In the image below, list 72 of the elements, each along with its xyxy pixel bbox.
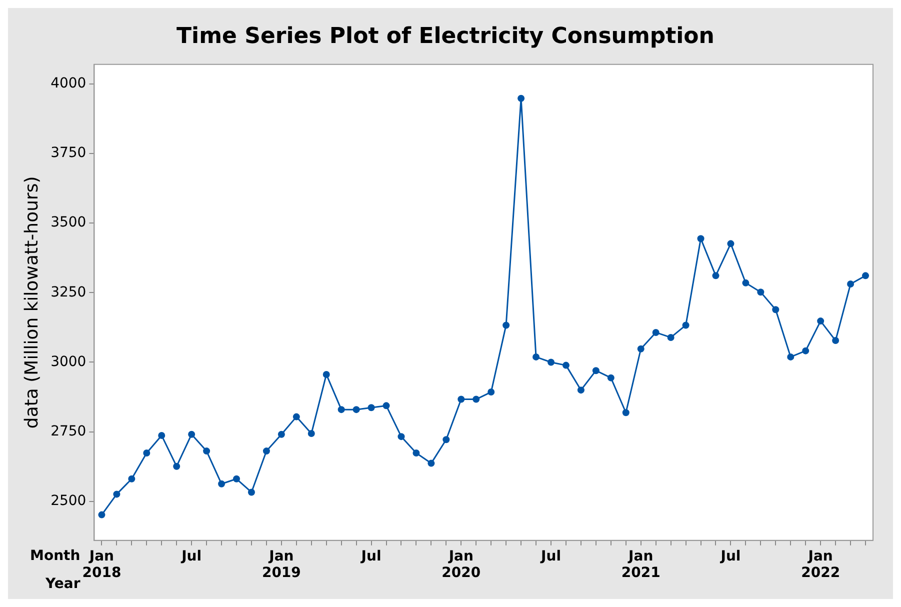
point — [712, 272, 720, 280]
x-tick-label: Jul — [540, 548, 561, 564]
point — [262, 448, 270, 455]
point — [652, 328, 660, 336]
point — [488, 388, 495, 396]
point — [787, 353, 794, 360]
text: Month — [30, 548, 80, 564]
x-tick-label: Jul — [720, 548, 741, 564]
x-tick-label: Jan 2019 — [262, 548, 301, 582]
point — [472, 396, 480, 403]
point — [832, 337, 840, 344]
point — [727, 240, 734, 248]
point — [442, 436, 450, 444]
point — [338, 406, 345, 414]
x-tick-label: Jul — [360, 548, 382, 564]
point — [562, 362, 570, 369]
point — [308, 430, 315, 438]
x-tick-label: Jan 2022 — [801, 548, 840, 582]
point — [143, 449, 150, 456]
point — [398, 433, 405, 440]
point — [532, 353, 540, 360]
point — [278, 430, 285, 438]
point — [173, 462, 180, 470]
point — [98, 511, 106, 518]
point — [697, 235, 704, 242]
x-tick-label: Jan 2020 — [442, 548, 481, 582]
chart-title: Time Series Plot of Electricity Consumption — [176, 24, 714, 49]
point — [802, 347, 810, 354]
point — [322, 370, 330, 378]
point — [592, 367, 600, 374]
point — [772, 306, 780, 314]
y-axis-title: data (Million kilowatt-hours) — [21, 176, 42, 429]
y-tick-label: 2750 — [50, 423, 86, 440]
point — [502, 322, 510, 329]
point — [188, 430, 196, 438]
y-tick-label: 3000 — [50, 354, 86, 370]
point — [218, 480, 226, 488]
point — [548, 358, 555, 366]
point — [518, 94, 525, 102]
point — [742, 279, 750, 286]
point — [368, 404, 375, 412]
point — [862, 272, 870, 280]
point — [352, 406, 360, 414]
point — [757, 288, 764, 296]
point — [577, 386, 584, 394]
point — [113, 490, 120, 498]
y-tick-label: 4000 — [50, 76, 86, 92]
point — [248, 488, 255, 496]
point — [682, 322, 690, 329]
y-tick-label: 3500 — [50, 214, 86, 231]
point — [128, 475, 136, 482]
x-tick-label: Jan 2021 — [621, 548, 660, 582]
point — [458, 396, 465, 403]
point — [428, 460, 435, 467]
point — [847, 280, 854, 288]
point — [817, 318, 824, 325]
point — [637, 345, 644, 352]
x-tick-label: Jul — [180, 548, 202, 564]
y-tick-label: 3750 — [50, 145, 86, 162]
x-tick-label: Jan 2018 — [82, 548, 122, 582]
point — [158, 432, 166, 439]
point — [667, 334, 674, 341]
point — [622, 409, 630, 416]
point — [382, 402, 390, 410]
point — [233, 475, 240, 482]
text: Year — [44, 576, 80, 592]
y-tick-label: 3250 — [50, 284, 86, 300]
point — [607, 374, 614, 382]
point — [203, 448, 210, 455]
point — [412, 449, 420, 456]
y-tick-label: 2500 — [50, 493, 86, 510]
point — [292, 413, 300, 420]
